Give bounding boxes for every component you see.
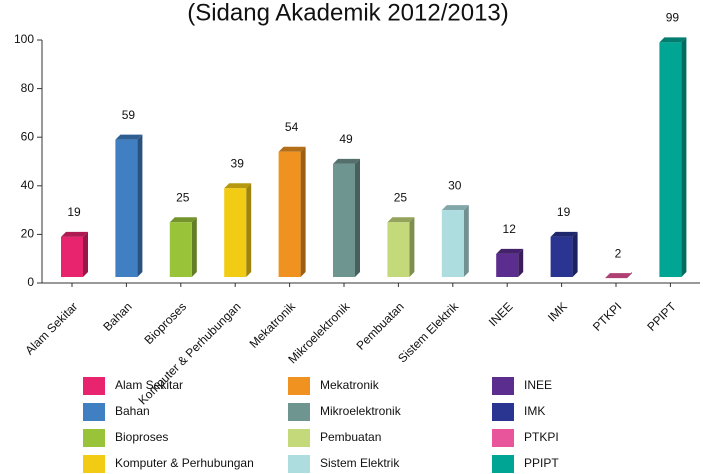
bar-front — [169, 222, 192, 277]
bar-front — [441, 210, 464, 277]
legend-label: Alam Sekitar — [115, 378, 183, 392]
legend-label: Komputer & Perhubungan — [115, 456, 254, 470]
bar — [496, 248, 524, 277]
value-label: 54 — [285, 120, 299, 134]
x-tick-label: Bioproses — [142, 299, 190, 347]
legend-label: Sistem Elektrik — [320, 456, 400, 470]
bar-top — [169, 217, 197, 223]
bar-side — [83, 231, 88, 277]
bar-side — [463, 205, 469, 277]
bar-top — [605, 273, 632, 279]
x-tick-label: Pembuatan — [353, 299, 406, 352]
legend-label: INEE — [524, 378, 552, 392]
y-tick-label: 20 — [21, 227, 35, 241]
legend-label: Bahan — [115, 404, 150, 418]
bar — [441, 205, 469, 277]
legend-label: Pembuatan — [320, 430, 381, 444]
value-label: 59 — [122, 108, 136, 122]
bar-front — [333, 163, 355, 277]
value-label: 99 — [666, 11, 680, 25]
legend-label: Mekatronik — [320, 378, 380, 392]
bar — [278, 146, 306, 277]
x-tick-label: PTKPI — [590, 299, 624, 333]
y-tick-label: 40 — [21, 178, 35, 192]
x-tick-label: Alam Sekitar — [22, 299, 80, 357]
bar-top — [278, 146, 306, 152]
chart-title: (Sidang Akademik 2012/2013) — [187, 0, 509, 26]
value-label: 19 — [67, 205, 81, 219]
legend-swatch — [492, 377, 514, 395]
bar-top — [659, 37, 687, 43]
legend-swatch — [492, 429, 514, 447]
value-label: 25 — [176, 190, 190, 204]
bar-side — [409, 217, 415, 277]
x-tick-label: Mekatronik — [247, 299, 299, 351]
bar-side — [355, 158, 360, 277]
bar — [169, 217, 197, 277]
legend-swatch — [288, 455, 310, 473]
y-tick-label: 100 — [14, 32, 34, 46]
bar-top — [387, 217, 415, 223]
legend-label: Mikroelektronik — [320, 404, 402, 418]
bar — [550, 231, 578, 277]
bar-front — [387, 222, 410, 277]
bar — [333, 158, 360, 277]
value-label: 12 — [503, 222, 517, 236]
legend-swatch — [288, 429, 310, 447]
bar — [659, 37, 687, 278]
bar-side — [137, 134, 143, 277]
value-label: 25 — [394, 190, 408, 204]
value-label: 2 — [615, 246, 622, 260]
bar-top — [115, 134, 143, 140]
legend-swatch — [83, 429, 105, 447]
bar-top — [224, 183, 252, 189]
x-tick-label: IMK — [545, 299, 570, 324]
value-label: 39 — [231, 156, 245, 170]
value-label: 30 — [448, 178, 462, 192]
bar-front — [496, 253, 519, 277]
bar-top — [61, 231, 88, 237]
bar — [115, 134, 143, 277]
legend-swatch — [83, 403, 105, 421]
legend-label: PTKPI — [524, 430, 559, 444]
bar-front — [224, 188, 247, 277]
legend-swatch — [288, 377, 310, 395]
bar-top — [441, 205, 469, 211]
y-tick-label: 80 — [21, 81, 35, 95]
bar-side — [518, 248, 524, 277]
x-tick-label: INEE — [486, 299, 516, 329]
bar — [605, 272, 632, 279]
x-tick-label: PPIPT — [644, 299, 679, 334]
bar — [224, 183, 252, 277]
legend-swatch — [492, 455, 514, 473]
bar-side — [681, 37, 687, 278]
bar-front — [659, 42, 682, 278]
bar-side — [246, 183, 252, 277]
legend-swatch — [492, 403, 514, 421]
legend-swatch — [288, 403, 310, 421]
y-tick-label: 60 — [21, 129, 35, 143]
bar-top — [550, 231, 578, 237]
bar-front — [278, 151, 301, 277]
legend-label: Bioproses — [115, 430, 168, 444]
bar-front — [550, 236, 573, 277]
value-label: 19 — [557, 205, 571, 219]
bar-side — [572, 231, 578, 277]
bar-side — [191, 217, 197, 277]
y-tick-label: 0 — [27, 275, 34, 289]
bar — [61, 231, 88, 277]
bar — [387, 217, 415, 277]
legend-label: IMK — [524, 404, 545, 418]
legend-label: PPIPT — [524, 456, 559, 470]
bar-front — [61, 236, 83, 277]
value-label: 49 — [339, 132, 353, 146]
bar-top — [333, 158, 360, 164]
legend-swatch — [83, 377, 105, 395]
bar-front — [115, 139, 138, 277]
x-tick-label: Bahan — [100, 299, 134, 333]
legend-swatch — [83, 455, 105, 473]
bar-side — [300, 146, 306, 277]
bar-top — [496, 248, 524, 254]
